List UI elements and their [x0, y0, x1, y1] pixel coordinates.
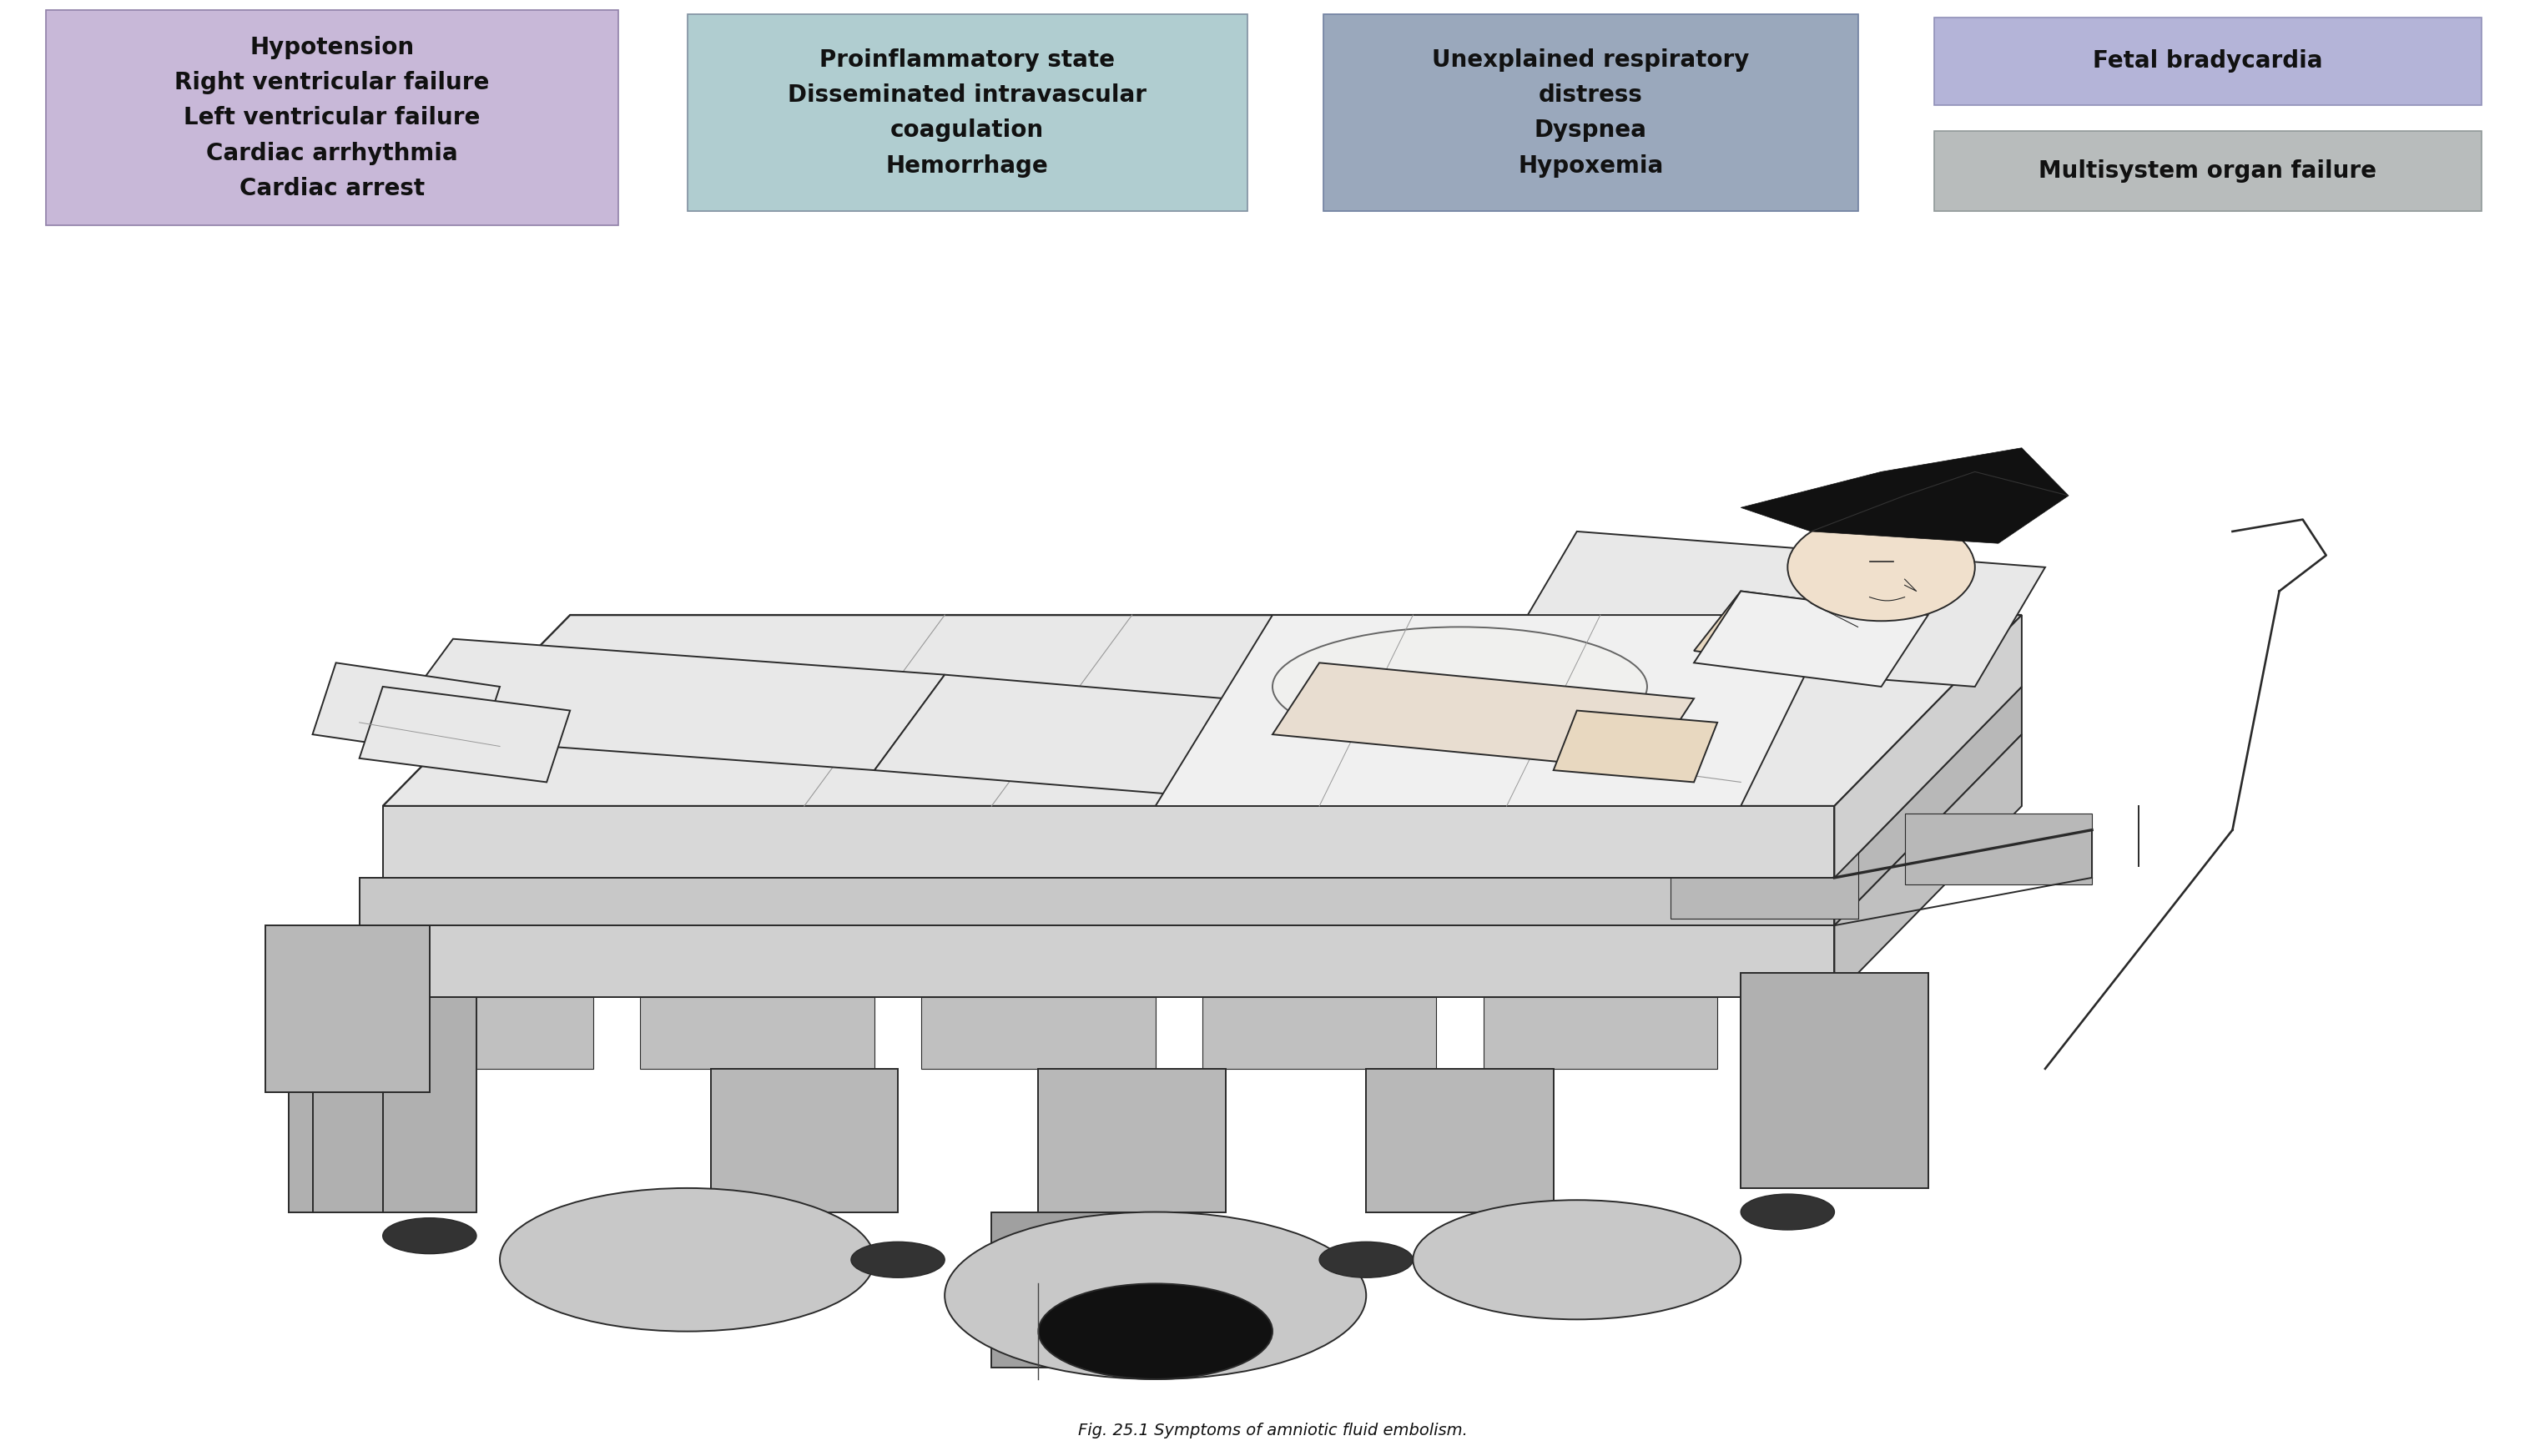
- Polygon shape: [1484, 997, 1718, 1069]
- Ellipse shape: [499, 1188, 875, 1331]
- FancyBboxPatch shape: [687, 15, 1247, 211]
- Ellipse shape: [1038, 1284, 1272, 1379]
- Polygon shape: [875, 674, 1367, 807]
- Polygon shape: [1507, 531, 2046, 687]
- Polygon shape: [1835, 614, 2021, 878]
- Ellipse shape: [382, 1217, 476, 1254]
- FancyBboxPatch shape: [1934, 17, 2481, 105]
- FancyBboxPatch shape: [46, 10, 618, 226]
- FancyBboxPatch shape: [1934, 131, 2481, 211]
- FancyBboxPatch shape: [1323, 15, 1858, 211]
- Text: Hypotension
Right ventricular failure
Left ventricular failure
Cardiac arrhythmi: Hypotension Right ventricular failure Le…: [176, 35, 489, 201]
- Polygon shape: [1695, 591, 1835, 662]
- Text: Proinflammatory state
Disseminated intravascular
coagulation
Hemorrhage: Proinflammatory state Disseminated intra…: [789, 48, 1145, 178]
- Text: Multisystem organ failure: Multisystem organ failure: [2039, 159, 2377, 183]
- Polygon shape: [993, 1211, 1178, 1367]
- Polygon shape: [1272, 662, 1695, 770]
- Polygon shape: [1741, 973, 1929, 1188]
- Polygon shape: [382, 807, 1835, 878]
- Text: Fetal bradycardia: Fetal bradycardia: [2092, 50, 2324, 73]
- Polygon shape: [1695, 591, 1929, 687]
- Polygon shape: [1835, 687, 2021, 926]
- Ellipse shape: [850, 1242, 944, 1278]
- Ellipse shape: [944, 1211, 1367, 1379]
- Ellipse shape: [1318, 1242, 1412, 1278]
- Polygon shape: [1201, 997, 1435, 1069]
- Polygon shape: [382, 614, 2021, 807]
- Text: Unexplained respiratory
distress
Dyspnea
Hypoxemia: Unexplained respiratory distress Dyspnea…: [1433, 48, 1748, 178]
- Ellipse shape: [1272, 628, 1647, 747]
- Ellipse shape: [1741, 1194, 1835, 1230]
- Polygon shape: [1367, 1069, 1552, 1211]
- Polygon shape: [1038, 1069, 1227, 1211]
- Polygon shape: [359, 878, 1835, 926]
- Polygon shape: [1904, 814, 2092, 885]
- Polygon shape: [313, 662, 499, 759]
- Polygon shape: [1552, 711, 1718, 782]
- Polygon shape: [710, 1069, 898, 1211]
- Polygon shape: [290, 997, 476, 1211]
- Polygon shape: [359, 926, 1835, 997]
- Polygon shape: [921, 997, 1155, 1069]
- Polygon shape: [1670, 846, 1858, 919]
- Polygon shape: [1155, 614, 1835, 807]
- Ellipse shape: [1787, 514, 1975, 620]
- Polygon shape: [641, 997, 875, 1069]
- Polygon shape: [1741, 448, 2069, 543]
- Text: Fig. 25.1 Symptoms of amniotic fluid embolism.: Fig. 25.1 Symptoms of amniotic fluid emb…: [1077, 1423, 1468, 1439]
- Polygon shape: [430, 997, 593, 1069]
- Polygon shape: [359, 687, 570, 782]
- Polygon shape: [265, 926, 430, 1092]
- Ellipse shape: [1412, 1200, 1741, 1319]
- Polygon shape: [1835, 734, 2021, 997]
- Polygon shape: [382, 639, 944, 770]
